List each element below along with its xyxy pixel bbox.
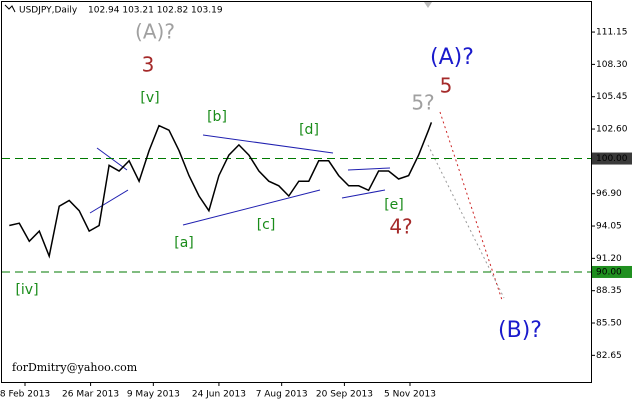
y-tick-label: 102.60 <box>596 125 628 135</box>
y-tick-label: 111.15 <box>596 28 628 38</box>
trend-line <box>89 189 129 214</box>
trend-line <box>202 134 334 154</box>
x-tick-label: 20 Sep 2013 <box>316 390 373 400</box>
annotation: 5? <box>411 91 434 115</box>
ohlc-header: 102.94 103.21 102.82 103.19 <box>88 6 223 16</box>
watermark: forDmitry@yahoo.com <box>12 361 138 374</box>
y-tick-label: 88.35 <box>596 286 622 296</box>
annotation: 3 <box>142 53 155 77</box>
annotation: [iv] <box>15 282 38 298</box>
x-tick-label: 8 Feb 2013 <box>0 390 50 400</box>
y-tick-label: 82.65 <box>596 351 622 361</box>
y-tick-label: 91.20 <box>596 254 622 264</box>
annotation: 4? <box>389 215 412 239</box>
y-tick-label: 85.50 <box>596 319 622 329</box>
y-tick-label: 94.05 <box>596 222 622 232</box>
annotation: [c] <box>257 217 276 233</box>
annotation: [b] <box>207 109 227 125</box>
level-label: 90.00 <box>596 267 622 277</box>
annotation: 5 <box>440 74 453 98</box>
annotation: [a] <box>174 235 194 251</box>
y-tick-label: 108.30 <box>596 60 628 70</box>
price-line <box>9 122 433 259</box>
x-tick-label: 5 Nov 2013 <box>384 390 436 400</box>
trend-lines <box>89 134 391 226</box>
y-tick-label: 105.45 <box>596 92 628 102</box>
chart-icon <box>4 4 16 13</box>
level-label-box <box>592 265 632 278</box>
chart-title: USDJPY,Daily <box>19 6 78 16</box>
arrow-marker <box>424 2 432 8</box>
x-tick-label: 24 Jun 2013 <box>192 390 246 400</box>
level-label: 100.00 <box>596 154 628 164</box>
annotation: [v] <box>140 90 159 106</box>
annotation: (A)? <box>135 20 175 44</box>
y-tick-label: 96.90 <box>596 189 622 199</box>
trend-line <box>341 189 386 199</box>
annotation: [e] <box>384 197 404 213</box>
annotation: [d] <box>299 122 319 138</box>
trend-line <box>347 167 391 171</box>
projection-line <box>427 144 505 299</box>
trend-line <box>182 189 321 226</box>
plot-frame <box>1 1 592 383</box>
x-tick-label: 9 May 2013 <box>127 390 180 400</box>
annotation: (B)? <box>498 318 542 343</box>
x-tick-label: 7 Aug 2013 <box>256 390 308 400</box>
x-tick-label: 26 Mar 2013 <box>62 390 119 400</box>
annotation: (A)? <box>430 45 474 70</box>
level-label-box <box>592 152 632 165</box>
